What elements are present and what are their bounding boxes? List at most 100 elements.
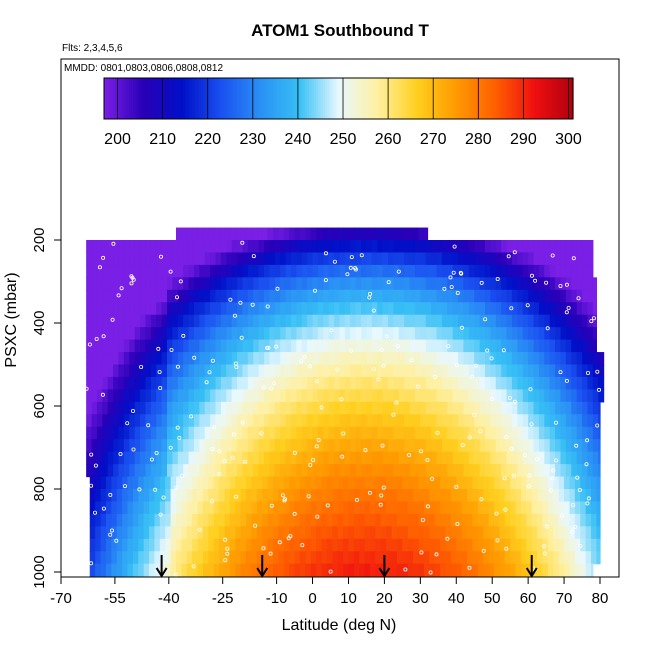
heatmap-cell (533, 401, 540, 415)
heatmap-cell (258, 414, 265, 428)
colorbar-swatch (315, 78, 319, 119)
heatmap-cell (582, 401, 589, 415)
heatmap-cell (517, 302, 524, 316)
heatmap-cell (301, 414, 308, 428)
heatmap-cell (267, 551, 274, 565)
heatmap-cell (199, 264, 206, 278)
heatmap-cell (192, 563, 199, 577)
heatmap-cell (224, 501, 231, 515)
sample-marker (564, 282, 569, 287)
heatmap-cell (596, 526, 601, 540)
heatmap-cell (386, 501, 393, 515)
sample-marker (307, 364, 312, 369)
heatmap-cell (193, 464, 200, 478)
heatmap-cell (253, 240, 260, 254)
heatmap-cell (576, 240, 583, 254)
heatmap-cell (199, 240, 206, 254)
heatmap-cell (592, 451, 599, 465)
heatmap-cell (479, 439, 486, 453)
heatmap-cell (355, 240, 362, 254)
colorbar-swatch (358, 78, 362, 119)
heatmap-cell (215, 439, 222, 453)
heatmap-cell (393, 364, 400, 378)
heatmap-cell (565, 439, 572, 453)
heatmap-cell (468, 464, 475, 478)
heatmap-cell (488, 526, 495, 540)
heatmap-cell (463, 302, 470, 316)
heatmap-cell (511, 401, 518, 415)
heatmap-cell (192, 538, 199, 552)
heatmap-cell (463, 451, 470, 465)
heatmap-cell (560, 264, 567, 278)
heatmap-cell (423, 551, 430, 565)
heatmap-cell (237, 389, 244, 403)
heatmap-cell (150, 414, 157, 428)
heatmap-cell (511, 264, 518, 278)
heatmap-cell (156, 277, 163, 291)
heatmap-cell (258, 240, 265, 254)
heatmap-cell (305, 227, 312, 241)
heatmap-cell (197, 227, 204, 241)
heatmap-cell (483, 538, 490, 552)
heatmap-cell (571, 289, 578, 303)
heatmap-cell (587, 240, 594, 254)
heatmap-cell (387, 439, 394, 453)
sample-marker (315, 514, 320, 519)
heatmap-cell (396, 501, 403, 515)
heatmap-cell (404, 364, 411, 378)
heatmap-cell (436, 439, 443, 453)
heatmap-cell (528, 464, 535, 478)
sample-marker (586, 496, 591, 501)
heatmap-cell (177, 376, 184, 390)
heatmap-cell (334, 240, 341, 254)
sample-marker (489, 356, 494, 361)
sample-marker (269, 386, 274, 391)
sample-marker (354, 497, 359, 502)
colorbar-swatch (390, 78, 394, 119)
heatmap-cell (517, 289, 524, 303)
heatmap-cell (197, 563, 204, 577)
heatmap-cell (278, 227, 285, 241)
heatmap-cell (355, 439, 362, 453)
sample-marker (379, 493, 384, 498)
heatmap-cell (549, 389, 556, 403)
sample-marker (222, 458, 227, 463)
chart-title: ATOM1 Southbound T (251, 21, 429, 40)
heatmap-cell (386, 526, 393, 540)
heatmap-cell (118, 439, 125, 453)
heatmap-cell (215, 401, 222, 415)
heatmap-cell (307, 414, 314, 428)
heatmap-cell (170, 513, 177, 527)
heatmap-cell (463, 339, 470, 353)
heatmap-cell (256, 489, 263, 503)
heatmap-cell (431, 289, 438, 303)
heatmap-cell (134, 252, 141, 266)
heatmap-cell (420, 364, 427, 378)
heatmap-cell (461, 526, 468, 540)
heatmap-cell (290, 352, 297, 366)
heatmap-cell (134, 314, 141, 328)
sample-marker (232, 313, 237, 318)
heatmap-cell (113, 439, 120, 453)
heatmap-cell (485, 439, 491, 453)
heatmap-cell (425, 302, 432, 316)
heatmap-cell (361, 414, 368, 428)
arrow-marker (525, 555, 538, 578)
heatmap-cell (113, 389, 120, 403)
heatmap-cell (280, 314, 287, 328)
heatmap-cell (533, 277, 540, 291)
heatmap-cell (549, 352, 556, 366)
heatmap-cell (409, 389, 416, 403)
heatmap-cell (420, 352, 427, 366)
heatmap-cell (123, 314, 130, 328)
heatmap-cell (555, 240, 562, 254)
sample-marker (495, 276, 500, 281)
heatmap-cell (161, 426, 168, 440)
sample-marker (395, 344, 400, 349)
heatmap-cell (511, 376, 518, 390)
colorbar-swatch (541, 78, 545, 119)
heatmap-cell (91, 252, 98, 266)
heatmap-cell (199, 414, 206, 428)
heatmap-cell (538, 314, 545, 328)
heatmap-cell (96, 264, 103, 278)
